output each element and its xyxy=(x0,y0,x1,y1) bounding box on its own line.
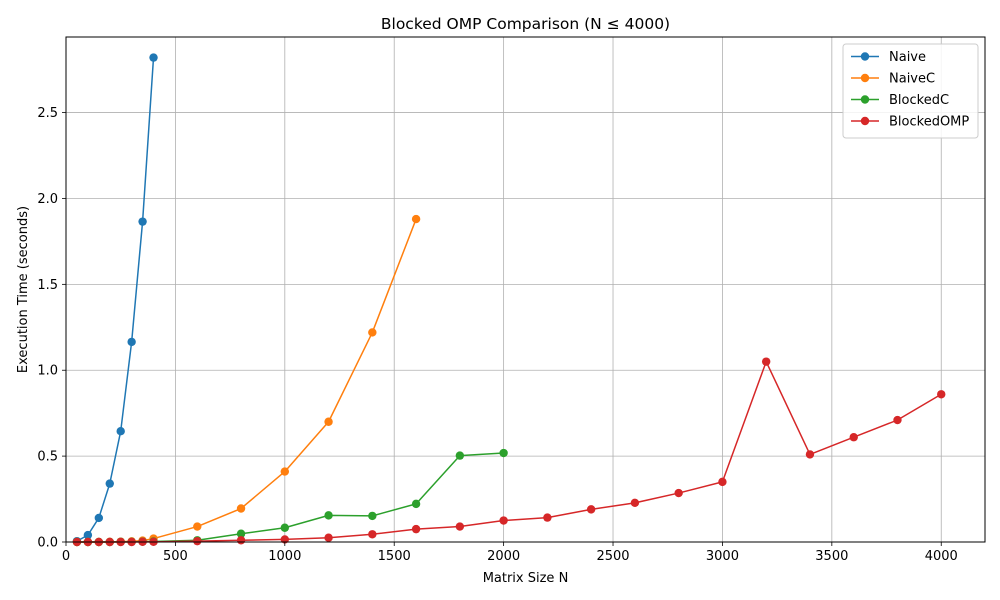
series-line xyxy=(76,218,417,543)
data-point xyxy=(127,337,136,347)
series-blockedomp xyxy=(72,357,946,547)
data-point xyxy=(630,498,640,508)
legend-swatch-marker xyxy=(860,116,870,126)
data-point xyxy=(543,513,552,522)
data-point xyxy=(116,427,125,436)
data-point xyxy=(368,328,377,337)
data-point xyxy=(455,522,465,531)
data-point xyxy=(805,450,815,459)
series-line xyxy=(76,57,155,542)
data-point xyxy=(324,511,333,520)
data-point xyxy=(83,530,93,540)
data-point xyxy=(586,505,596,514)
x-tick-label: 3000 xyxy=(706,549,739,564)
data-point xyxy=(937,390,946,399)
data-point xyxy=(324,417,333,426)
y-tick-label: 0.5 xyxy=(37,450,58,465)
data-point xyxy=(849,433,858,442)
legend-box xyxy=(842,43,979,139)
data-point xyxy=(280,523,290,532)
data-point xyxy=(893,415,902,425)
data-point xyxy=(236,504,246,513)
x-tick-label: 4000 xyxy=(925,549,958,564)
data-point xyxy=(138,217,147,226)
legend-item-blockedc: BlockedC xyxy=(851,93,949,108)
x-tick-label: 2500 xyxy=(596,549,629,564)
data-point xyxy=(455,451,465,460)
x-tick-label: 1000 xyxy=(268,549,301,564)
legend-label: NaiveC xyxy=(889,72,935,87)
legend-swatch-marker xyxy=(860,95,870,104)
data-point xyxy=(411,214,421,224)
data-point xyxy=(761,357,771,366)
data-point xyxy=(193,536,202,546)
data-point xyxy=(368,530,377,539)
plot-frame xyxy=(65,36,986,543)
series-naivec xyxy=(72,214,421,547)
data-point xyxy=(411,524,421,534)
data-point xyxy=(368,511,377,521)
data-point xyxy=(236,536,246,545)
y-tick-label: 1.5 xyxy=(37,278,58,293)
x-tick-label: 500 xyxy=(163,549,188,564)
data-point xyxy=(499,516,508,525)
y-tick-label: 1.0 xyxy=(37,364,58,379)
y-tick-label: 2.5 xyxy=(37,106,58,121)
data-point xyxy=(411,499,421,509)
series-layer xyxy=(72,53,946,547)
legend-swatch-marker xyxy=(860,73,870,83)
legend-item-naive: Naive xyxy=(851,50,926,65)
y-axis-label: Execution Time (seconds) xyxy=(16,206,31,373)
legend-label: BlockedOMP xyxy=(889,115,969,130)
y-tick-label: 0.0 xyxy=(37,536,58,551)
data-point xyxy=(94,513,104,523)
legend: Naive NaiveC BlockedC BlockedOMP xyxy=(842,43,979,139)
legend-item-blockedomp: BlockedOMP xyxy=(851,115,969,130)
ticks: 0 500 1000 1500 2000 2500 3000 3500 4000 0.0 0.5 1.… xyxy=(37,106,957,564)
legend-label: BlockedC xyxy=(889,93,949,108)
data-point xyxy=(324,533,333,542)
data-point xyxy=(499,448,508,458)
chart-title: Blocked OMP Comparison (N ≤ 4000) xyxy=(381,15,670,33)
legend-label: Naive xyxy=(889,50,926,65)
y-tick-label: 2.0 xyxy=(37,192,58,207)
x-tick-label: 3500 xyxy=(815,549,848,564)
data-point xyxy=(236,529,246,538)
legend-item-naivec: NaiveC xyxy=(851,72,935,87)
x-tick-label: 0 xyxy=(62,549,70,564)
data-point xyxy=(674,488,683,498)
x-tick-label: 1500 xyxy=(378,549,411,564)
data-point xyxy=(280,467,290,476)
data-point xyxy=(193,522,202,531)
data-point xyxy=(105,479,114,488)
x-axis-label: Matrix Size N xyxy=(483,571,569,586)
x-tick-label: 2000 xyxy=(487,549,520,564)
series-naive xyxy=(72,53,158,546)
series-blockedc xyxy=(72,448,508,547)
legend-swatch-marker xyxy=(860,52,870,61)
data-point xyxy=(149,53,158,62)
data-point xyxy=(718,477,727,487)
